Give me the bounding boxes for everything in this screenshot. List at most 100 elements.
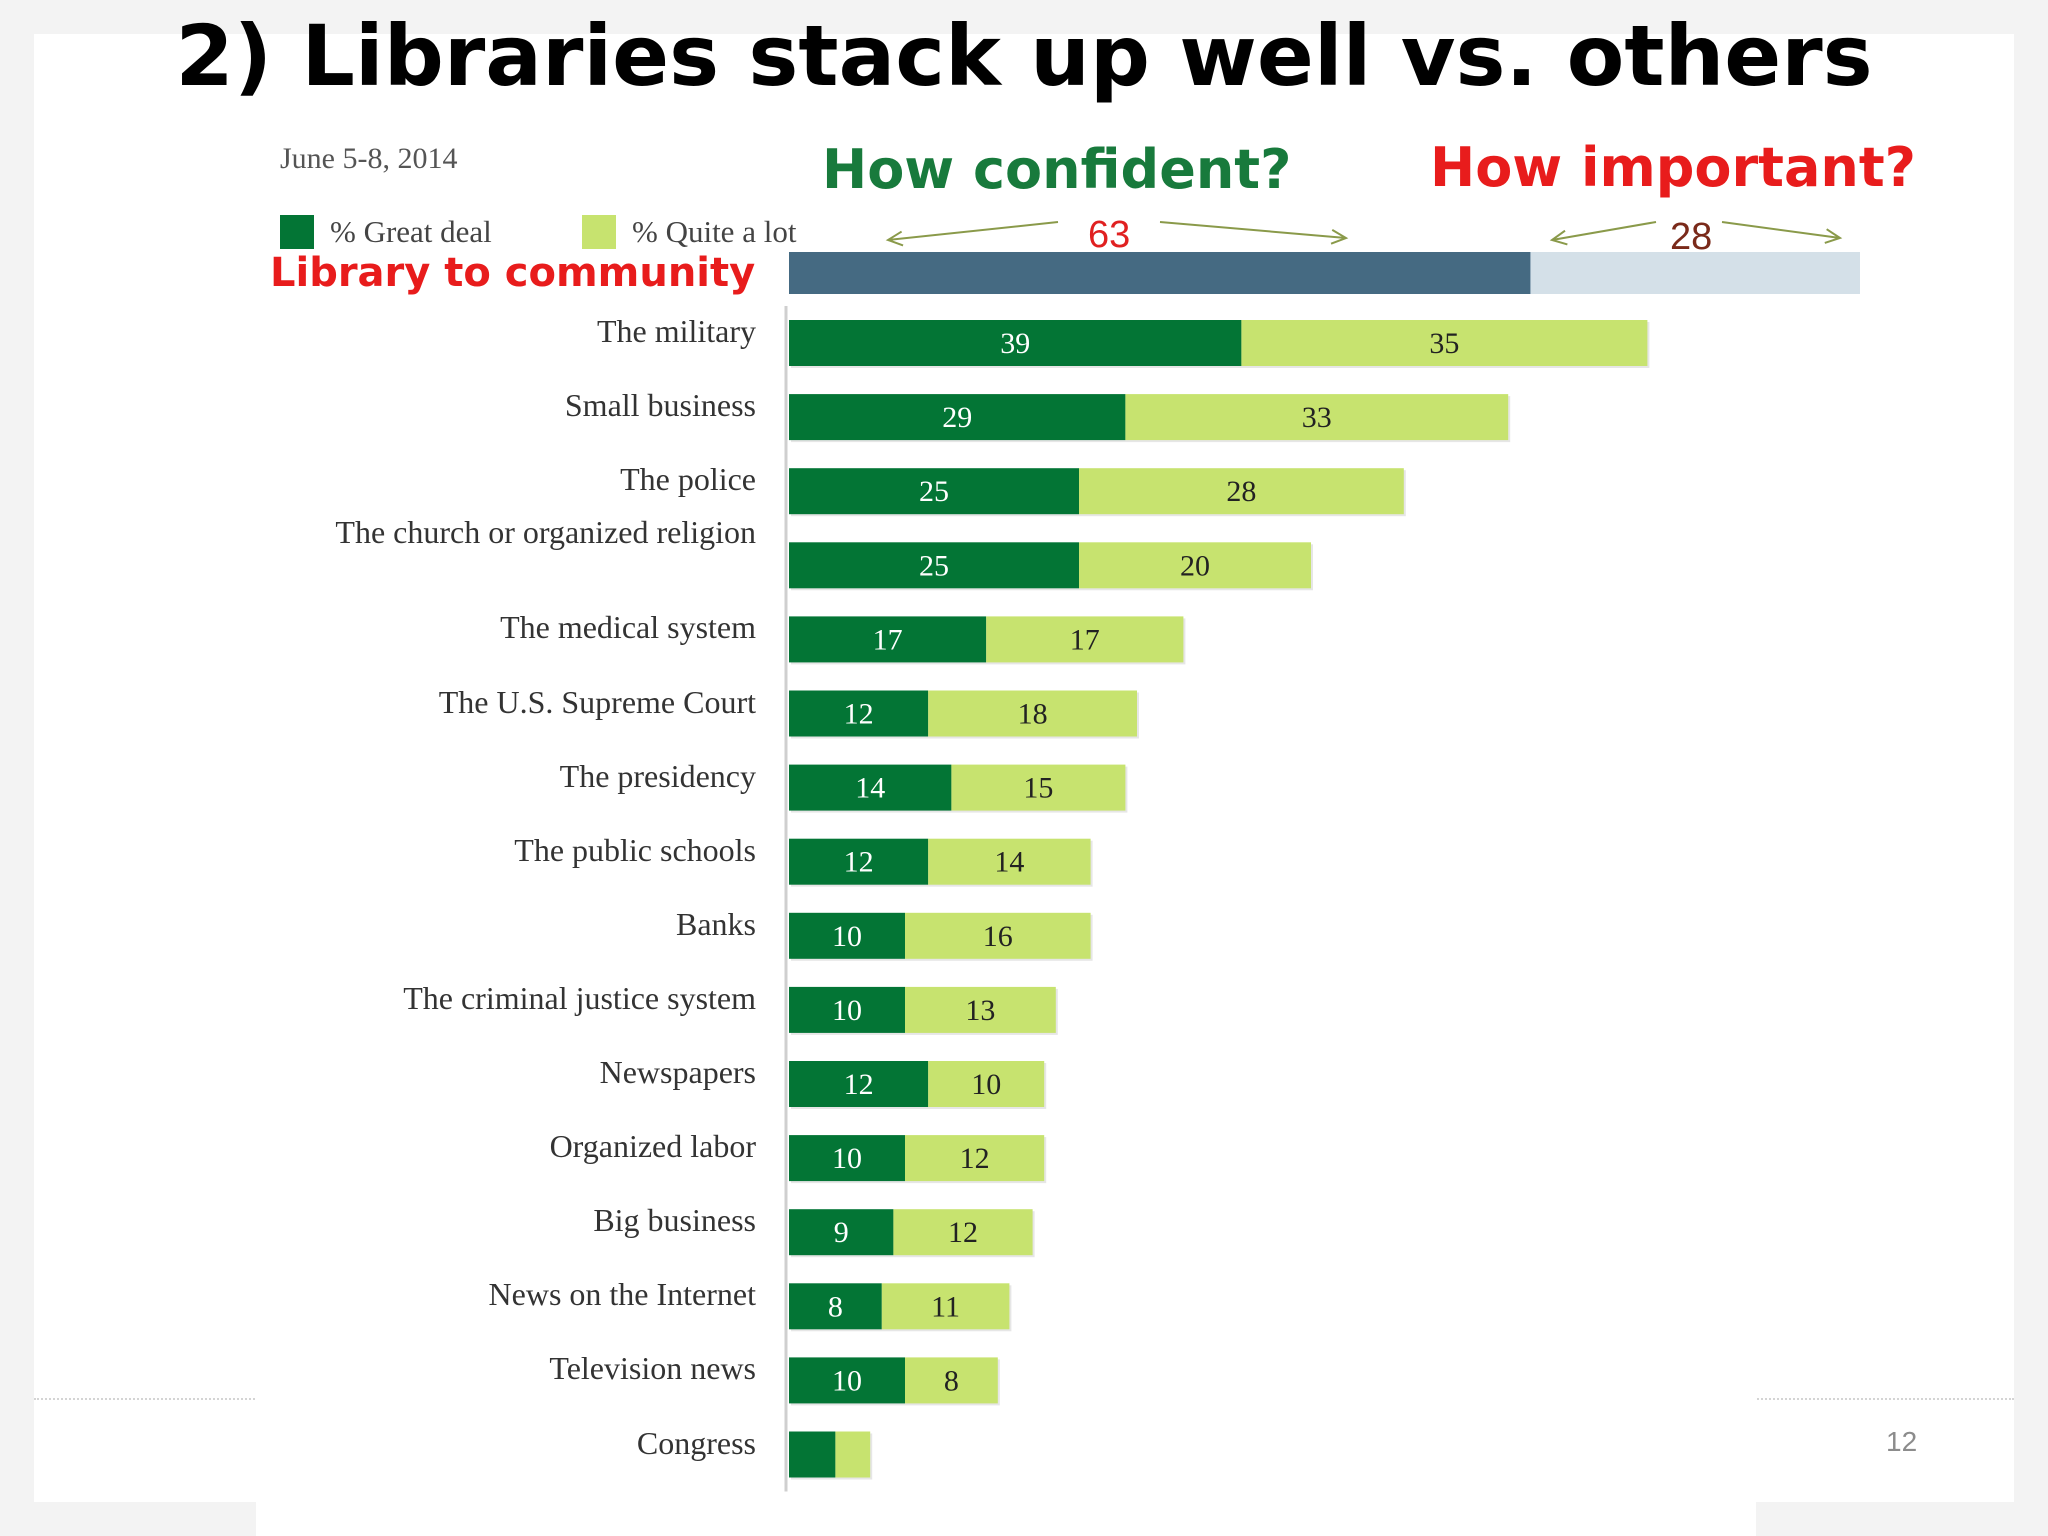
data-label-quite-a-lot: 33 [1302, 401, 1332, 434]
bar-quite-a-lot [1241, 320, 1648, 366]
bar-great-deal [789, 912, 905, 959]
data-label-great-deal: 8 [828, 1290, 843, 1323]
data-label-quite-a-lot: 11 [931, 1290, 960, 1323]
data-label-great-deal: 14 [855, 772, 885, 805]
bar-quite-a-lot [928, 838, 1091, 885]
bar-great-deal [789, 542, 1079, 589]
data-label-quite-a-lot: 17 [1070, 623, 1100, 656]
data-label-great-deal: 10 [832, 1142, 862, 1175]
library-to-community-label: Library to community [270, 250, 756, 296]
legend-item-great-deal: % Great deal [280, 214, 492, 250]
legend-swatch-great-deal [280, 215, 314, 249]
data-label-quite-a-lot: 14 [994, 846, 1024, 879]
bar-great-deal [789, 1431, 836, 1478]
bar-quite-a-lot [1125, 394, 1509, 441]
category-label: News on the Internet [488, 1276, 756, 1313]
legend-swatch-quite-a-lot [582, 215, 616, 249]
data-label-great-deal: 12 [844, 846, 874, 879]
data-label-quite-a-lot: 15 [1023, 772, 1053, 805]
bar-quite-a-lot [893, 1209, 1033, 1256]
library-important-bar [1530, 252, 1860, 294]
slide-number: 12 [1886, 1426, 1918, 1457]
confident-arrow-right [1159, 221, 1347, 239]
bar-quite-a-lot [905, 1135, 1045, 1182]
chart-subtitle: June 5-8, 2014 [280, 142, 458, 175]
bar-great-deal [789, 394, 1126, 441]
data-label-quite-a-lot: 16 [983, 920, 1013, 953]
bar-quite-a-lot [928, 1061, 1045, 1107]
bar-great-deal [789, 1357, 905, 1404]
data-label-quite-a-lot: 18 [1018, 698, 1048, 731]
data-label-quite-a-lot: 12 [960, 1142, 990, 1175]
data-label-great-deal: 9 [834, 1216, 849, 1249]
legend-label: % Great deal [330, 214, 492, 249]
data-label-quite-a-lot: 13 [965, 994, 995, 1027]
bar-quite-a-lot [951, 764, 1126, 811]
category-label: Organized labor [549, 1128, 756, 1165]
bar-quite-a-lot [905, 912, 1091, 959]
bar-great-deal [789, 690, 929, 737]
data-label-quite-a-lot: 28 [1226, 475, 1256, 508]
bar-great-deal [789, 838, 929, 885]
category-label: Big business [593, 1202, 756, 1239]
important-arrow-left [1551, 221, 1657, 241]
slide-title: 2) Libraries stack up well vs. others [175, 7, 1873, 105]
data-label-great-deal: 25 [919, 549, 949, 582]
category-label: The criminal justice system [403, 979, 756, 1016]
data-label-great-deal: 10 [832, 920, 862, 953]
data-label-great-deal: 10 [832, 1364, 862, 1397]
important-arrow-right-head [1824, 228, 1843, 244]
how-confident-annotation: How confident? [822, 138, 1292, 201]
data-label-great-deal: 17 [873, 623, 903, 656]
bar-quite-a-lot [928, 690, 1137, 737]
bar-quite-a-lot [835, 1431, 871, 1478]
data-label-great-deal: 25 [919, 475, 949, 508]
data-label-quite-a-lot: 8 [944, 1364, 959, 1397]
category-label: The U.S. Supreme Court [438, 683, 756, 720]
data-label-great-deal: 12 [844, 698, 874, 731]
category-label: Banks [676, 905, 756, 942]
category-label: Television news [549, 1350, 756, 1387]
category-label: The medical system [500, 609, 756, 646]
data-label-quite-a-lot: 12 [948, 1216, 978, 1249]
bar-great-deal [789, 468, 1079, 515]
category-label: The presidency [559, 757, 756, 794]
important-arrow-left-head [1549, 229, 1568, 246]
library-important-value: 28 [1670, 216, 1713, 258]
category-label: Small business [564, 387, 756, 424]
bar-great-deal [789, 1061, 929, 1107]
category-label: The church or organized religion [335, 514, 756, 551]
data-label-great-deal: 12 [844, 1068, 874, 1101]
bar-great-deal [789, 1135, 905, 1182]
library-confident-bar [789, 252, 1531, 294]
legend-item-quite-a-lot: % Quite a lot [582, 214, 796, 250]
bar-great-deal [789, 1283, 882, 1330]
data-label-great-deal: 10 [832, 994, 862, 1027]
data-label-great-deal: 29 [942, 401, 972, 434]
legend-label: % Quite a lot [632, 214, 797, 249]
bar-quite-a-lot [881, 1283, 1010, 1330]
important-arrow-right [1721, 221, 1841, 239]
library-confident-value: 63 [1088, 214, 1131, 256]
bar-quite-a-lot [986, 616, 1184, 663]
confident-arrow-right-head [1330, 228, 1349, 245]
category-label: The military [596, 313, 756, 349]
bar-great-deal [789, 616, 987, 663]
bar-great-deal [789, 986, 905, 1033]
category-label: The public schools [514, 831, 756, 868]
category-label: The police [620, 461, 756, 498]
bar-great-deal [789, 1209, 894, 1256]
bar-quite-a-lot [905, 986, 1056, 1033]
bar-great-deal [789, 320, 1242, 366]
data-label-quite-a-lot: 35 [1429, 327, 1459, 360]
category-label: Congress [636, 1424, 756, 1461]
bar-quite-a-lot [905, 1357, 998, 1404]
confident-arrow-left [887, 221, 1059, 241]
data-label-great-deal: 39 [1000, 327, 1030, 360]
data-label-quite-a-lot: 10 [971, 1068, 1001, 1101]
data-label-quite-a-lot: 20 [1180, 549, 1210, 582]
bar-quite-a-lot [1079, 542, 1311, 589]
confident-arrow-left-head [885, 230, 904, 247]
bar-quite-a-lot [1079, 468, 1404, 515]
